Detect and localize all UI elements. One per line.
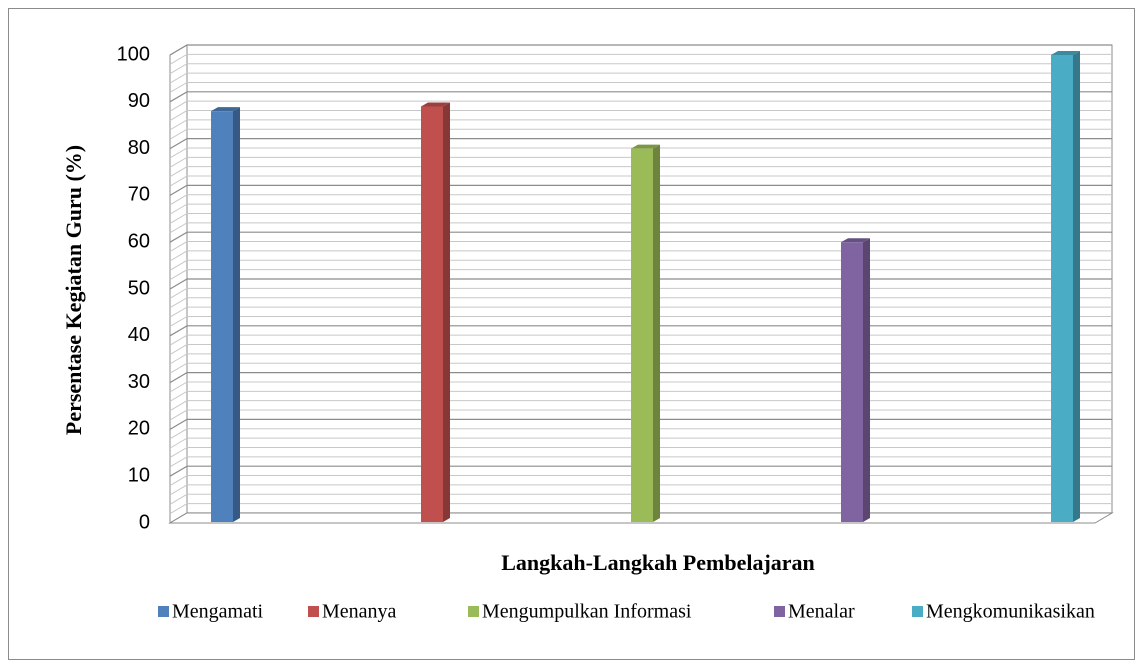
grid-line (169, 231, 1112, 243)
minor-grid-line (169, 269, 1112, 281)
minor-grid-line (169, 297, 1112, 309)
minor-grid-line (169, 166, 1112, 178)
bar-side (233, 107, 240, 522)
legend-swatch (912, 606, 923, 617)
grid-line (169, 138, 1112, 150)
bar-front (421, 106, 443, 522)
minor-grid-line (169, 110, 1112, 121)
y-tick-label: 70 (128, 184, 150, 206)
grid-line (169, 465, 1112, 477)
legend-swatch (308, 606, 319, 617)
minor-grid-line (169, 493, 1112, 505)
minor-grid-line (169, 194, 1112, 206)
minor-grid-line (169, 81, 1112, 93)
minor-grid-line (169, 53, 1112, 65)
bar (841, 238, 870, 522)
grid-line (169, 372, 1112, 384)
bar-side (653, 144, 660, 522)
y-tick-label: 20 (128, 418, 150, 440)
x-axis-title: Langkah-Langkah Pembelajaran (501, 550, 815, 575)
bar-top (211, 107, 240, 112)
minor-grid-line (169, 390, 1112, 402)
minor-grid-line (169, 287, 1112, 299)
minor-grid-line (169, 63, 1112, 75)
minor-grid-line (169, 344, 1112, 355)
bar (631, 144, 660, 522)
minor-grid-line (169, 241, 1112, 252)
y-tick-label: 100 (117, 43, 150, 65)
minor-grid-line (169, 119, 1112, 131)
minor-grid-line (169, 381, 1112, 393)
y-tick-label: 80 (128, 137, 150, 159)
minor-grid-line (169, 212, 1112, 224)
legend-swatch (468, 606, 479, 617)
y-tick-label: 40 (128, 324, 150, 346)
minor-grid-line (169, 503, 1112, 515)
grid-line (169, 91, 1112, 103)
minor-grid-line (169, 484, 1112, 496)
legend-label: Menalar (788, 601, 855, 623)
y-tick-label: 50 (128, 277, 150, 299)
minor-grid-line (169, 250, 1112, 262)
minor-grid-line (169, 259, 1112, 271)
legend-label: Menanya (322, 601, 397, 623)
bar-side (863, 238, 870, 522)
minor-grid-line (169, 315, 1112, 327)
legend-label: Mengamati (172, 601, 264, 623)
grid-line (169, 418, 1112, 430)
bar-front (841, 242, 863, 522)
minor-grid-line (169, 475, 1112, 486)
bar-top (1051, 51, 1080, 55)
bar-front (211, 111, 233, 522)
y-tick-label: 90 (128, 90, 150, 112)
legend-label: Mengkomunikasikan (926, 601, 1095, 623)
legend-label: Mengumpulkan Informasi (482, 601, 692, 623)
bar-top (421, 102, 450, 107)
legend-swatch (158, 606, 169, 617)
bar-top (841, 238, 870, 243)
minor-grid-line (169, 72, 1112, 84)
minor-grid-line (169, 428, 1112, 440)
bar-side (1073, 51, 1080, 522)
legend-swatch (774, 606, 785, 617)
bar-front (631, 148, 653, 522)
minor-grid-line (169, 456, 1112, 468)
minor-grid-line (169, 353, 1112, 365)
bar-side (443, 102, 450, 522)
minor-grid-line (169, 156, 1112, 168)
minor-grid-line (169, 446, 1112, 458)
grid-line (169, 44, 1112, 56)
minor-grid-line (169, 400, 1112, 412)
minor-grid-line (169, 128, 1112, 140)
bar (421, 102, 450, 522)
bar-top (631, 144, 660, 149)
minor-grid-line (169, 222, 1112, 234)
minor-grid-line (169, 100, 1112, 112)
minor-grid-line (169, 147, 1112, 159)
grid-line (169, 325, 1112, 337)
minor-grid-line (169, 306, 1112, 318)
minor-grid-line (169, 203, 1112, 215)
minor-grid-line (169, 437, 1112, 449)
bar (211, 107, 240, 522)
y-axis-title: Persentase Kegiatan Guru (%) (61, 145, 86, 435)
minor-grid-line (169, 362, 1112, 374)
y-tick-label: 60 (128, 230, 150, 252)
y-tick-label: 30 (128, 371, 150, 393)
minor-grid-line (169, 409, 1112, 421)
bar (1051, 51, 1080, 522)
y-tick-label: 0 (139, 511, 150, 533)
grid-line (169, 184, 1112, 196)
minor-grid-line (169, 175, 1112, 187)
y-tick-label: 10 (128, 464, 150, 486)
bar-front (1051, 55, 1073, 522)
grid-line (169, 278, 1112, 290)
minor-grid-line (169, 334, 1112, 346)
